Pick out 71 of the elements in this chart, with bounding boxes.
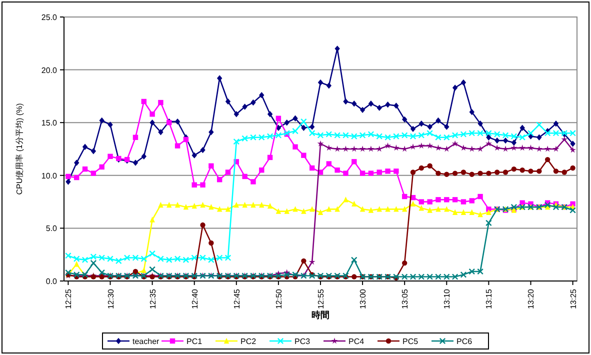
point <box>486 209 492 215</box>
x-tick-label: 12:50 <box>274 288 284 310</box>
legend-label: PC2 <box>240 337 257 346</box>
legend-label: PC5 <box>402 337 419 346</box>
point <box>402 206 408 212</box>
x-tick-label: 12:30 <box>106 288 116 310</box>
point <box>318 209 324 215</box>
point <box>216 206 222 212</box>
point <box>166 202 172 208</box>
point <box>301 208 306 214</box>
y-tick-label: 25.0 <box>41 13 58 22</box>
point <box>436 206 441 212</box>
point <box>427 207 432 213</box>
y-tick-label: 0.0 <box>46 277 58 286</box>
x-tick-label: 12:40 <box>190 288 200 310</box>
point <box>460 209 466 215</box>
y-tick-label: 20.0 <box>41 66 58 75</box>
y-tick-label: 10.0 <box>41 171 58 180</box>
x-tick-label: 13:15 <box>484 288 494 310</box>
point <box>141 267 146 274</box>
point <box>276 208 282 214</box>
point <box>150 216 155 222</box>
legend-label: teacher <box>132 337 160 346</box>
point <box>469 209 474 215</box>
legend-label: PC6 <box>456 337 473 346</box>
point <box>334 206 340 212</box>
x-tick-label: 12:35 <box>148 288 158 310</box>
legend-label: PC4 <box>348 337 365 346</box>
point <box>74 261 80 267</box>
point <box>444 206 450 212</box>
point <box>326 206 332 212</box>
x-tick-label: 13:25 <box>568 288 578 310</box>
point <box>259 202 264 208</box>
point <box>452 209 458 215</box>
x-tick-label: 13:10 <box>442 288 452 310</box>
point <box>208 204 214 210</box>
point <box>234 202 239 208</box>
x-tick-label: 12:45 <box>232 288 242 310</box>
x-tick-label: 13:00 <box>358 288 368 310</box>
x-axis-title: 時間 <box>312 310 330 320</box>
point <box>309 206 315 212</box>
x-tick-label: 12:55 <box>316 288 326 310</box>
point <box>394 206 399 212</box>
x-tick-label: 12:25 <box>64 288 74 310</box>
point <box>242 202 248 208</box>
point <box>192 202 197 209</box>
point <box>174 202 180 208</box>
point <box>183 204 189 210</box>
x-tick-label: 13:20 <box>526 288 536 310</box>
legend-label: PC3 <box>294 337 311 346</box>
point <box>343 196 348 202</box>
point <box>200 202 206 208</box>
point <box>376 206 382 212</box>
point <box>418 205 424 211</box>
y-tick-label: 5.0 <box>46 224 58 234</box>
y-tick-label: 15.0 <box>41 118 58 128</box>
point <box>225 206 231 212</box>
point <box>158 202 164 208</box>
point <box>267 202 273 209</box>
point <box>360 206 366 212</box>
legend-label: PC1 <box>186 337 203 346</box>
point <box>368 207 374 213</box>
point <box>478 211 483 218</box>
point <box>385 206 390 212</box>
point <box>410 200 416 207</box>
point <box>250 202 256 208</box>
y-axis-title: CPU使用率 (1分平均) (%) <box>15 102 24 195</box>
x-tick-label: 13:05 <box>400 288 410 310</box>
point <box>352 200 357 207</box>
point <box>292 206 298 212</box>
point <box>284 208 290 214</box>
